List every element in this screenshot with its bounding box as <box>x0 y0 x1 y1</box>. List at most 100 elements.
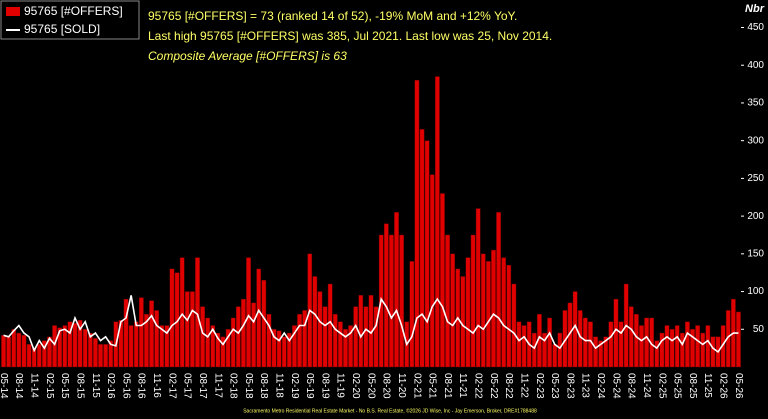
bar <box>98 344 103 368</box>
bar <box>271 329 277 368</box>
bar <box>241 298 246 368</box>
x-tick-label: 08-22 <box>503 373 514 399</box>
bar <box>613 298 619 368</box>
bar <box>506 264 512 368</box>
x-tick-label: 02-19 <box>289 373 300 399</box>
bar <box>108 340 114 368</box>
bar <box>261 280 267 368</box>
bar <box>246 257 251 368</box>
x-tick-label: 11-23 <box>580 373 591 398</box>
bar <box>338 321 343 368</box>
x-tick-label: 08-25 <box>687 373 698 399</box>
bar <box>133 321 139 368</box>
bar <box>363 306 369 368</box>
bar <box>496 212 501 368</box>
bar <box>419 129 425 368</box>
bar <box>16 332 22 368</box>
x-tick-label: 02-21 <box>411 373 422 399</box>
x-tick-label: 05-20 <box>365 373 376 399</box>
x-tick-label: 08-20 <box>381 373 392 399</box>
annotation: Last high 95765 [#OFFERS] was 385, Jul 2… <box>148 29 552 43</box>
y-tick-label: 300 <box>747 135 764 146</box>
bar <box>72 323 78 368</box>
x-tick-label: 05-18 <box>243 373 254 399</box>
bar <box>118 320 124 368</box>
x-tick-label: 05-14 <box>0 373 9 399</box>
bar <box>144 313 149 368</box>
y-tick-label: 200 <box>747 211 764 222</box>
bar <box>659 332 665 368</box>
bar <box>179 257 185 368</box>
bar <box>327 283 333 368</box>
bar <box>445 234 450 368</box>
bar <box>77 320 83 368</box>
bar <box>230 317 236 368</box>
legend-swatch <box>6 7 20 16</box>
bar <box>184 291 190 368</box>
x-tick-label: 08-24 <box>626 373 637 399</box>
plot: 50 100 150 200 250 300 350 400 450 05-14 08-14 11-1… <box>0 22 764 399</box>
bar <box>353 306 359 368</box>
x-tick-label: 11-18 <box>273 373 284 398</box>
bar <box>343 329 348 368</box>
bar <box>588 321 593 368</box>
bar <box>190 291 195 368</box>
bar <box>67 321 73 368</box>
x-tick-label: 05-15 <box>59 373 70 399</box>
x-tick-label: 08-17 <box>197 373 208 399</box>
y-tick-label: 50 <box>753 324 765 335</box>
x-tick-label: 11-21 <box>457 373 468 398</box>
bar <box>62 325 68 368</box>
bar <box>11 329 17 368</box>
bar <box>516 321 522 368</box>
bar <box>256 268 262 368</box>
x-tick-label: 08-21 <box>442 373 453 399</box>
bar <box>317 291 323 368</box>
bar <box>470 234 476 368</box>
bar <box>557 332 563 368</box>
bar <box>21 335 27 368</box>
bar <box>440 193 445 368</box>
bar <box>292 325 297 368</box>
x-tick-label: 08-18 <box>258 373 269 399</box>
bar <box>1 335 6 368</box>
x-tick-label: 02-16 <box>105 373 116 399</box>
bar <box>154 310 159 368</box>
bar <box>276 330 282 368</box>
x-tick-label: 11-22 <box>518 373 529 398</box>
bar <box>424 140 430 368</box>
x-tick-label: 02-23 <box>534 373 545 399</box>
bar <box>123 298 129 368</box>
bar <box>465 257 471 368</box>
y-axis-label: Nbr <box>745 3 765 15</box>
x-tick-label: 11-15 <box>90 373 101 398</box>
bar <box>205 317 211 368</box>
legend: 95765 [#OFFERS] 95765 [SOLD] <box>0 0 140 40</box>
bar <box>394 212 399 368</box>
bar <box>695 325 700 368</box>
bar <box>358 295 364 368</box>
bar <box>598 340 603 368</box>
bar <box>429 174 435 368</box>
bar <box>480 253 486 368</box>
bar <box>128 325 134 368</box>
bar <box>322 306 328 368</box>
x-tick-label: 02-20 <box>350 373 361 399</box>
bar <box>348 325 353 368</box>
x-tick-label: 02-22 <box>473 373 484 399</box>
bar <box>531 332 537 368</box>
bar <box>87 332 93 368</box>
x-tick-label: 05-16 <box>120 373 131 399</box>
bar <box>593 336 598 368</box>
annotation: 95765 [#OFFERS] = 73 (ranked 14 of 52), … <box>148 9 517 23</box>
bar <box>552 344 558 368</box>
bar <box>501 257 507 368</box>
annotation: Composite Average [#OFFERS] is 63 <box>148 49 347 63</box>
bar <box>82 329 88 368</box>
bar <box>169 268 175 368</box>
bar <box>475 208 481 368</box>
x-tick-label: 02-17 <box>166 373 177 399</box>
bar <box>164 325 170 368</box>
legend-label: 95765 [SOLD] <box>24 22 100 36</box>
